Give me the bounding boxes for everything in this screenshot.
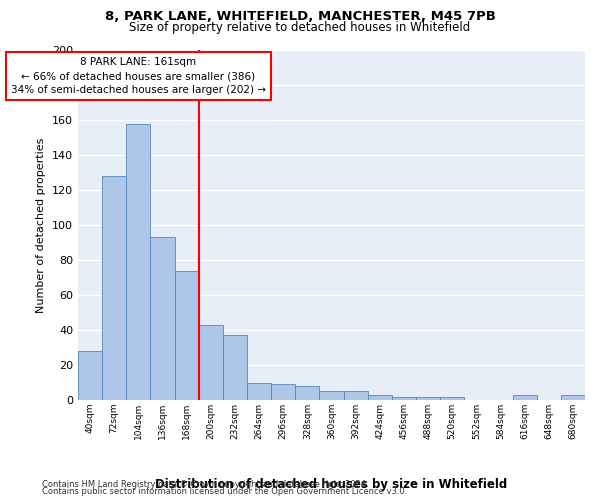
Bar	[440, 396, 464, 400]
Text: Size of property relative to detached houses in Whitefield: Size of property relative to detached ho…	[130, 21, 470, 34]
X-axis label: Distribution of detached houses by size in Whitefield: Distribution of detached houses by size …	[155, 478, 508, 491]
Text: Contains public sector information licensed under the Open Government Licence v3: Contains public sector information licen…	[42, 488, 407, 496]
Text: 8, PARK LANE, WHITEFIELD, MANCHESTER, M45 7PB: 8, PARK LANE, WHITEFIELD, MANCHESTER, M4…	[104, 10, 496, 23]
Bar	[319, 391, 344, 400]
Bar	[512, 395, 537, 400]
Bar	[416, 396, 440, 400]
Bar	[126, 124, 151, 400]
Bar	[392, 396, 416, 400]
Bar	[344, 391, 368, 400]
Bar	[151, 238, 175, 400]
Bar	[223, 335, 247, 400]
Bar	[199, 325, 223, 400]
Text: 8 PARK LANE: 161sqm
← 66% of detached houses are smaller (386)
34% of semi-detac: 8 PARK LANE: 161sqm ← 66% of detached ho…	[11, 57, 266, 95]
Text: Contains HM Land Registry data © Crown copyright and database right 2024.: Contains HM Land Registry data © Crown c…	[42, 480, 368, 489]
Bar	[368, 395, 392, 400]
Bar	[271, 384, 295, 400]
Bar	[561, 395, 585, 400]
Bar	[247, 382, 271, 400]
Bar	[175, 270, 199, 400]
Y-axis label: Number of detached properties: Number of detached properties	[37, 138, 46, 312]
Bar	[295, 386, 319, 400]
Bar	[78, 351, 102, 400]
Bar	[102, 176, 126, 400]
